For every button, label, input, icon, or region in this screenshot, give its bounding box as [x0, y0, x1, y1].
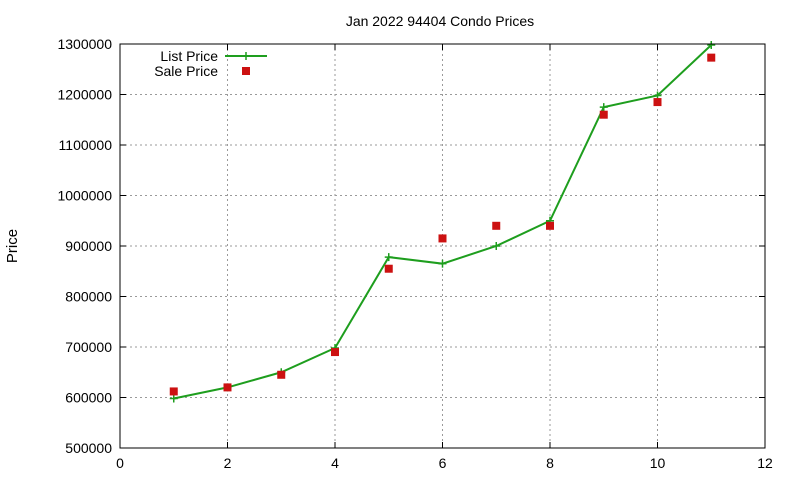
- list-price-point: [169, 394, 178, 403]
- legend-label-sale-price: Sale Price: [154, 63, 218, 79]
- y-tick-label: 500000: [65, 440, 112, 456]
- sale-price-point: [223, 383, 232, 392]
- sale-price-point: [492, 221, 501, 230]
- chart-title: Jan 2022 94404 Condo Prices: [346, 13, 534, 29]
- sale-price-point: [438, 234, 447, 243]
- x-tick-label: 12: [757, 455, 773, 471]
- y-tick-label: 900000: [65, 238, 112, 254]
- list-price-point: [492, 242, 501, 250]
- y-tick-label: 1300000: [57, 36, 112, 52]
- legend-label-list-price: List Price: [160, 48, 218, 64]
- plot-frame: [119, 43, 766, 449]
- list-price-point: [438, 259, 447, 268]
- x-tick-label: 4: [331, 455, 339, 471]
- series-layer: [169, 41, 716, 403]
- x-axis-ticks: 0 2 4 6 8 10 12: [116, 44, 773, 471]
- y-tick-label: 1100000: [59, 137, 113, 153]
- sale-price-point: [277, 370, 286, 379]
- x-tick-label: 10: [650, 455, 666, 471]
- y-tick-label: 700000: [65, 339, 112, 355]
- y-tick-label: 800000: [65, 289, 112, 305]
- sale-price-point: [169, 387, 178, 396]
- sale-price-point: [331, 348, 339, 357]
- y-tick-label: 600000: [65, 390, 112, 406]
- grid-lines: [120, 44, 765, 448]
- sale-price-point: [653, 98, 662, 107]
- legend-swatch-sale-price: [242, 67, 250, 75]
- x-tick-label: 0: [116, 455, 124, 471]
- x-tick-label: 8: [546, 455, 554, 471]
- list-price-point: [384, 253, 393, 262]
- list-price-point: [707, 41, 716, 50]
- list-price-point: [599, 103, 608, 112]
- sale-price-point: [546, 221, 554, 230]
- sale-price-point: [599, 110, 608, 119]
- x-tick-label: 2: [224, 455, 232, 471]
- legend-marker-list-price: [242, 52, 250, 60]
- y-tick-label: 1000000: [57, 188, 112, 204]
- sale-price-point: [384, 264, 393, 273]
- x-tick-label: 6: [439, 455, 447, 471]
- sale-price-point: [707, 53, 716, 62]
- y-axis-ticks: 500000 600000 700000 800000 900000 1000000 110…: [57, 36, 765, 456]
- y-tick-label: 1200000: [57, 87, 112, 103]
- y-axis-label: Price: [4, 229, 21, 263]
